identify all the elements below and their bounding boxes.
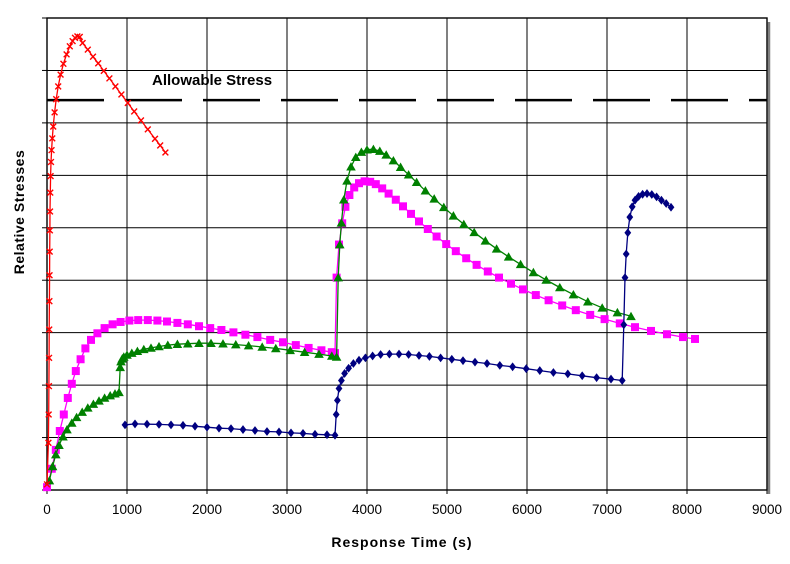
y-axis-title: Relative Stresses (11, 149, 27, 275)
x-tick-labels: 0 1000 2000 3000 4000 5000 6000 7000 8000 9000 (43, 502, 782, 517)
svg-text:6000: 6000 (512, 502, 542, 517)
svg-text:3000: 3000 (272, 502, 302, 517)
svg-text:9000: 9000 (752, 502, 782, 517)
series-triangle (44, 144, 636, 485)
series-x (43, 33, 169, 488)
series-diamond (121, 189, 675, 440)
svg-text:4000: 4000 (352, 502, 382, 517)
svg-text:7000: 7000 (592, 502, 622, 517)
svg-text:2000: 2000 (192, 502, 222, 517)
svg-text:5000: 5000 (432, 502, 462, 517)
svg-text:8000: 8000 (672, 502, 702, 517)
svg-text:0: 0 (43, 502, 51, 517)
svg-text:1000: 1000 (112, 502, 142, 517)
x-axis-title: Response Time (s) (331, 534, 473, 550)
allowable-stress-label: Allowable Stress (152, 72, 273, 89)
